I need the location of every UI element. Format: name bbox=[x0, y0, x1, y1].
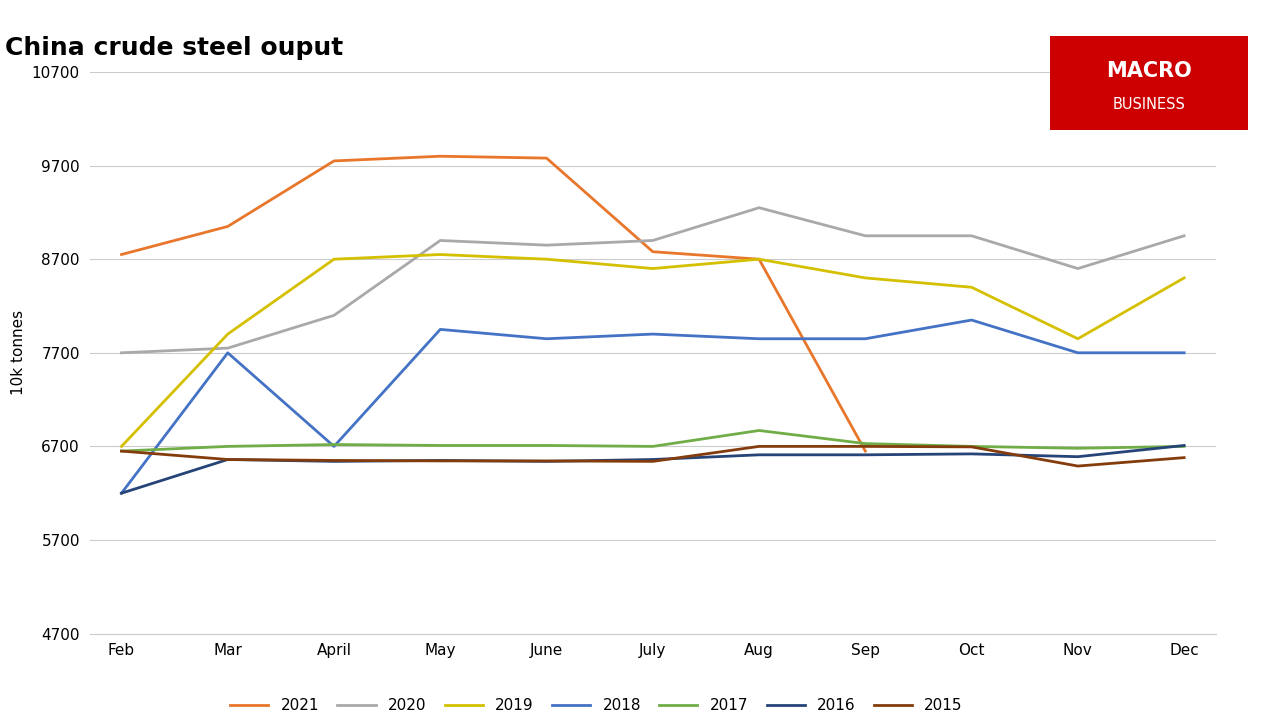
Y-axis label: 10k tonnes: 10k tonnes bbox=[12, 310, 26, 395]
Text: China crude steel ouput: China crude steel ouput bbox=[5, 36, 343, 60]
Text: BUSINESS: BUSINESS bbox=[1112, 96, 1185, 112]
Legend: 2021, 2020, 2019, 2018, 2017, 2016, 2015: 2021, 2020, 2019, 2018, 2017, 2016, 2015 bbox=[224, 692, 969, 719]
Text: MACRO: MACRO bbox=[1106, 60, 1192, 81]
